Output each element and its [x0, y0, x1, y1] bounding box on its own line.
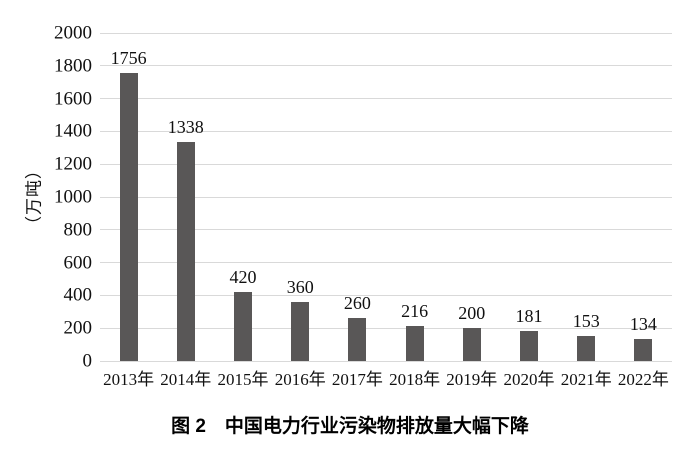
y-tick-label: 800: [63, 219, 93, 241]
bar-value-label: 360: [286, 276, 314, 297]
bar-value-label: 134: [629, 314, 657, 335]
x-axis-label: 2018年: [389, 370, 441, 389]
y-tick-label: 1000: [54, 186, 92, 208]
bar-2021年: [577, 335, 596, 361]
gridline-y-800: [100, 229, 672, 231]
y-tick-label: 0: [82, 350, 93, 372]
bar-value-label: 153: [572, 310, 600, 331]
bar-2013年: [119, 73, 138, 361]
y-tick-label: 400: [63, 284, 93, 306]
gridline-y-0: [100, 360, 672, 362]
y-tick-label: 1600: [54, 88, 92, 110]
gridline-y-200: [100, 327, 672, 329]
x-axis-label: 2015年: [217, 370, 269, 389]
y-tick-label: 1800: [54, 55, 92, 77]
bar-2020年: [520, 331, 538, 361]
bar-2017年: [348, 318, 367, 361]
bar-value-label: 216: [401, 300, 429, 321]
bar-2022年: [634, 339, 653, 361]
x-axis-label: 2021年: [560, 370, 612, 389]
x-axis-label: 2014年: [160, 370, 212, 389]
bar-value-label: 181: [515, 306, 543, 327]
y-tick-label: 200: [63, 317, 93, 339]
gridline-y-1400: [100, 130, 672, 132]
y-tick-label: 1200: [54, 153, 92, 175]
gridline-y-1600: [100, 98, 672, 100]
bar-value-label: 260: [343, 293, 371, 314]
x-axis-label: 2017年: [331, 370, 383, 389]
bar-value-label: 1338: [167, 116, 204, 137]
bar-2016年: [291, 301, 310, 361]
x-axis-label: 2019年: [446, 370, 498, 389]
bar-value-label: 1756: [110, 48, 147, 69]
x-axis-label: 2013年: [103, 370, 155, 389]
gridline-y-1200: [100, 163, 672, 165]
bar-value-label: 200: [458, 303, 486, 324]
gridline-y-2000: [100, 32, 672, 34]
bar-2018年: [405, 325, 424, 361]
x-axis-label: 2016年: [274, 370, 326, 389]
y-tick-label: 600: [63, 252, 93, 274]
x-axis-label: 2020年: [503, 370, 555, 389]
gridline-y-600: [100, 262, 672, 264]
y-tick-label: 1400: [54, 120, 92, 142]
bar-2014年: [176, 141, 195, 361]
gridline-y-400: [100, 294, 672, 296]
figure-caption: 图 2 中国电力行业污染物排放量大幅下降: [171, 416, 529, 437]
bar-2019年: [462, 328, 481, 361]
y-tick-label: 2000: [54, 22, 92, 44]
gridline-y-1800: [100, 65, 672, 67]
x-axis-label: 2022年: [617, 370, 669, 389]
bar-value-label: 420: [229, 267, 257, 288]
gridline-y-1000: [100, 196, 672, 198]
bar-2015年: [234, 292, 252, 361]
